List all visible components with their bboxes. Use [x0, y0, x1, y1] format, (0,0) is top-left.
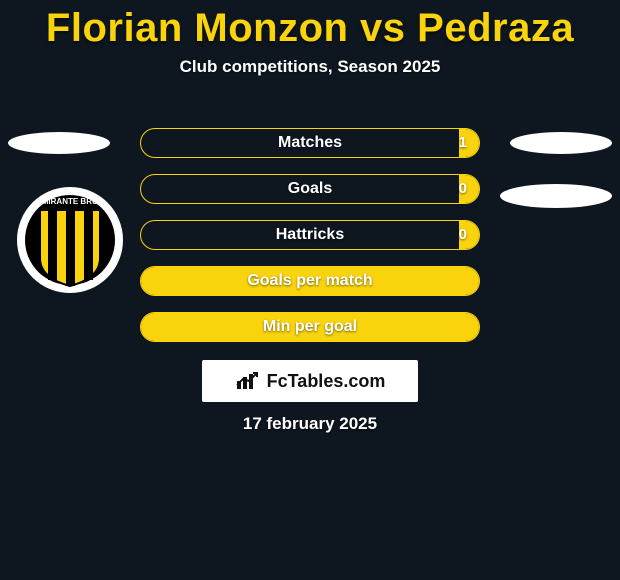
stat-label: Min per goal — [141, 313, 479, 341]
stat-value-right: 0 — [447, 175, 479, 203]
stat-row: Matches1 — [140, 128, 480, 158]
page-title: Florian Monzon vs Pedraza — [0, 6, 620, 51]
player-left-avatar — [8, 132, 110, 154]
club-right-avatar — [500, 184, 612, 208]
stat-value-right: 1 — [447, 129, 479, 157]
stat-row: Hattricks0 — [140, 220, 480, 250]
page-subtitle: Club competitions, Season 2025 — [0, 57, 620, 77]
date-text: 17 february 2025 — [0, 414, 620, 434]
stat-row: Min per goal — [140, 312, 480, 342]
watermark: FcTables.com — [202, 360, 418, 402]
stats-rows: Matches1Goals0Hattricks0Goals per matchM… — [140, 128, 480, 358]
stat-value-right: 0 — [447, 221, 479, 249]
watermark-text: FcTables.com — [267, 371, 386, 392]
svg-text:MIRANTE BRO: MIRANTE BRO — [42, 197, 98, 206]
stat-row: Goals per match — [140, 266, 480, 296]
club-left-badge: MIRANTE BRO — [16, 186, 124, 294]
stat-row: Goals0 — [140, 174, 480, 204]
stat-label: Goals per match — [141, 267, 479, 295]
player-right-avatar — [510, 132, 612, 154]
chart-icon — [235, 371, 261, 391]
stat-label: Hattricks — [141, 221, 479, 249]
stat-label: Matches — [141, 129, 479, 157]
stat-label: Goals — [141, 175, 479, 203]
